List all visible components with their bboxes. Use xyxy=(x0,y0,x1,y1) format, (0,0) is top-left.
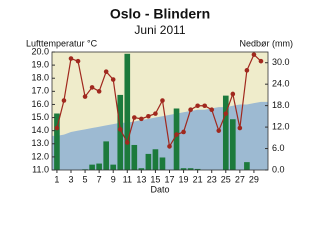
x-tick-label: 21 xyxy=(193,174,203,184)
temperature-point xyxy=(230,91,236,97)
temperature-point xyxy=(82,94,88,99)
x-tick-label: 1 xyxy=(54,174,59,184)
bar xyxy=(124,53,131,170)
temperature-point xyxy=(258,58,264,64)
x-tick-label: 9 xyxy=(111,174,116,184)
bar xyxy=(187,168,194,170)
y-axis-label: Lufttemperatur °C xyxy=(26,38,98,48)
y-tick-label: 13.0 xyxy=(31,138,49,148)
y-tick-label: 19.0 xyxy=(31,59,49,69)
y2-tick-label: 18.0 xyxy=(272,100,290,110)
bar xyxy=(222,95,229,170)
bar xyxy=(180,168,187,170)
x-axis-label: Dato xyxy=(150,184,169,194)
y-tick-label: 11.0 xyxy=(32,164,49,174)
bar xyxy=(230,119,236,170)
temperature-point xyxy=(146,113,151,119)
y-tick-label: 14.0 xyxy=(31,125,49,135)
x-tick-label: 29 xyxy=(249,174,259,184)
y-tick-label: 12.0 xyxy=(31,151,49,161)
x-tick-label: 27 xyxy=(235,174,245,184)
bar xyxy=(194,168,201,170)
temperature-point xyxy=(195,103,200,109)
x-tick-label: 23 xyxy=(207,174,217,184)
y-tick-label: 15.0 xyxy=(31,112,49,122)
temperature-point xyxy=(209,107,215,112)
temperature-point xyxy=(110,77,116,82)
temperature-point xyxy=(96,89,102,94)
bar xyxy=(244,162,250,170)
x-tick-label: 13 xyxy=(136,174,146,184)
y-tick-label: 16.0 xyxy=(31,99,49,109)
temperature-point xyxy=(188,107,193,112)
bar xyxy=(89,164,95,170)
bar xyxy=(131,144,138,170)
bar xyxy=(117,94,124,170)
bar xyxy=(138,168,145,170)
temperature-point xyxy=(89,85,95,90)
y-tick-label: 17.0 xyxy=(31,86,49,96)
temperature-point xyxy=(61,98,67,103)
bar xyxy=(96,163,102,170)
chart: Oslo - Blindern Juni 2011 Lufttemperatur… xyxy=(26,6,294,195)
temperature-point xyxy=(244,68,250,73)
temperature-point xyxy=(160,98,165,103)
y-tick-label: 20.0 xyxy=(31,46,49,56)
x-tick-label: 7 xyxy=(97,174,102,184)
temperature-point xyxy=(167,144,172,149)
temperature-point xyxy=(124,140,130,145)
bar xyxy=(103,141,109,170)
temperature-point xyxy=(174,132,179,137)
bar xyxy=(173,108,180,170)
chart-title: Oslo - Blindern xyxy=(110,6,210,22)
temperature-point xyxy=(237,125,243,131)
x-tick-label: 15 xyxy=(150,174,160,184)
bar xyxy=(110,164,117,170)
temperature-point xyxy=(251,52,257,57)
bar xyxy=(54,113,60,170)
temperature-point xyxy=(132,115,137,120)
plot-frame xyxy=(51,51,269,171)
y2-tick-label: 24.0 xyxy=(272,79,290,89)
x-tick-label: 19 xyxy=(179,174,189,184)
y2-tick-label: 30.0 xyxy=(272,57,290,67)
y-tick-label: 18.0 xyxy=(31,73,49,83)
y2-axis-label: Nedbør (mm) xyxy=(240,38,294,48)
y2-tick-label: 12.0 xyxy=(272,121,290,131)
temperature-point xyxy=(75,58,81,64)
temperature-point xyxy=(54,125,60,131)
temperature-point xyxy=(68,56,74,61)
temperature-point xyxy=(139,116,144,122)
temperature-point xyxy=(223,111,229,116)
x-tick-label: 11 xyxy=(123,174,132,184)
x-tick-label: 3 xyxy=(68,174,73,184)
temperature-point xyxy=(117,127,123,132)
chart-subtitle: Juni 2011 xyxy=(134,23,185,37)
x-tick-label: 5 xyxy=(83,174,88,184)
x-tick-label: 17 xyxy=(164,174,174,184)
y2-tick-label: 0.0 xyxy=(272,164,285,174)
temperature-point xyxy=(202,103,207,109)
temperature-point xyxy=(153,111,158,116)
y2-tick-label: 6.0 xyxy=(272,143,285,153)
x-tick-label: 25 xyxy=(221,174,231,184)
bar xyxy=(152,149,159,170)
bar xyxy=(145,153,152,170)
temperature-point xyxy=(216,128,222,133)
temperature-point xyxy=(181,129,186,135)
temperature-point xyxy=(103,69,109,74)
bar xyxy=(159,157,166,170)
